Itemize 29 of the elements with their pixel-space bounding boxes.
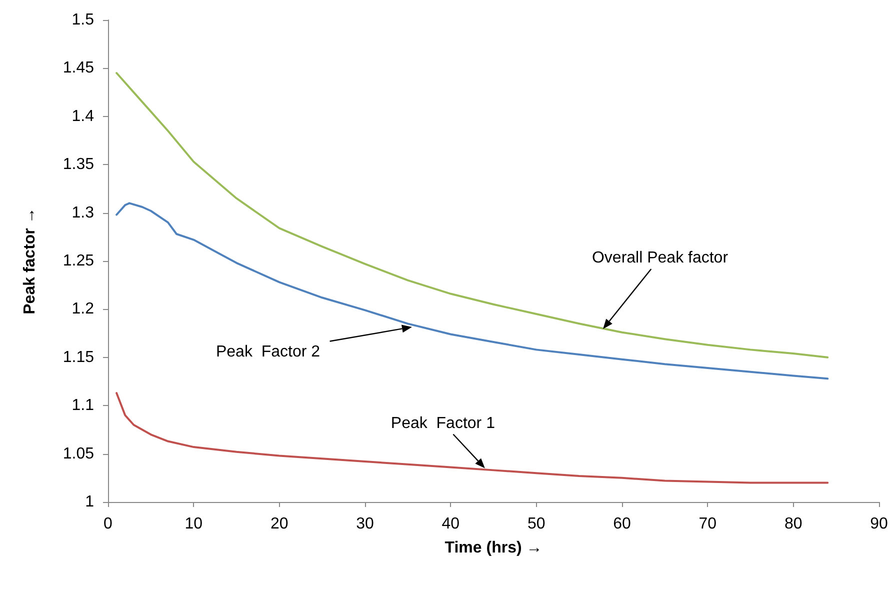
- x-tick-label: 30: [356, 516, 374, 532]
- y-tick-label: 1.35: [62, 156, 94, 174]
- line-series: [116, 392, 829, 484]
- annotation: Peak Factor 2: [216, 344, 320, 360]
- x-tick-label: 90: [870, 516, 888, 532]
- y-tick-label: 1: [85, 494, 94, 510]
- x-tick-label: 10: [184, 516, 203, 532]
- x-tick-label: 0: [104, 516, 113, 532]
- y-tick-label: 1.45: [62, 60, 94, 77]
- y-tick-label: 1.1: [72, 397, 94, 414]
- annotation: Peak Factor 1: [390, 414, 496, 432]
- y-tick-label: 1.05: [62, 445, 94, 462]
- x-tick-label: 40: [442, 516, 460, 532]
- x-tick-label: 80: [784, 516, 802, 532]
- x-tick-label: 50: [527, 516, 546, 532]
- y-tick-label: 1.2: [72, 300, 94, 318]
- x-tick-label: 60: [613, 516, 631, 532]
- y-tick-label: 1.3: [72, 204, 94, 222]
- y-tick-label: 1.5: [72, 12, 94, 28]
- line-series: [116, 72, 829, 358]
- x-axis-title: Time (hrs) →: [444, 540, 542, 556]
- line-series: [116, 202, 829, 380]
- x-tick-label: 20: [270, 516, 288, 532]
- y-axis-title: Peak factor →: [22, 208, 38, 314]
- annotation: Overall Peak factor: [592, 250, 729, 266]
- x-tick-label: 70: [698, 516, 717, 532]
- y-tick-label: 1.25: [62, 252, 94, 270]
- y-tick-label: 1.15: [62, 348, 94, 366]
- y-tick-label: 1.4: [72, 108, 94, 125]
